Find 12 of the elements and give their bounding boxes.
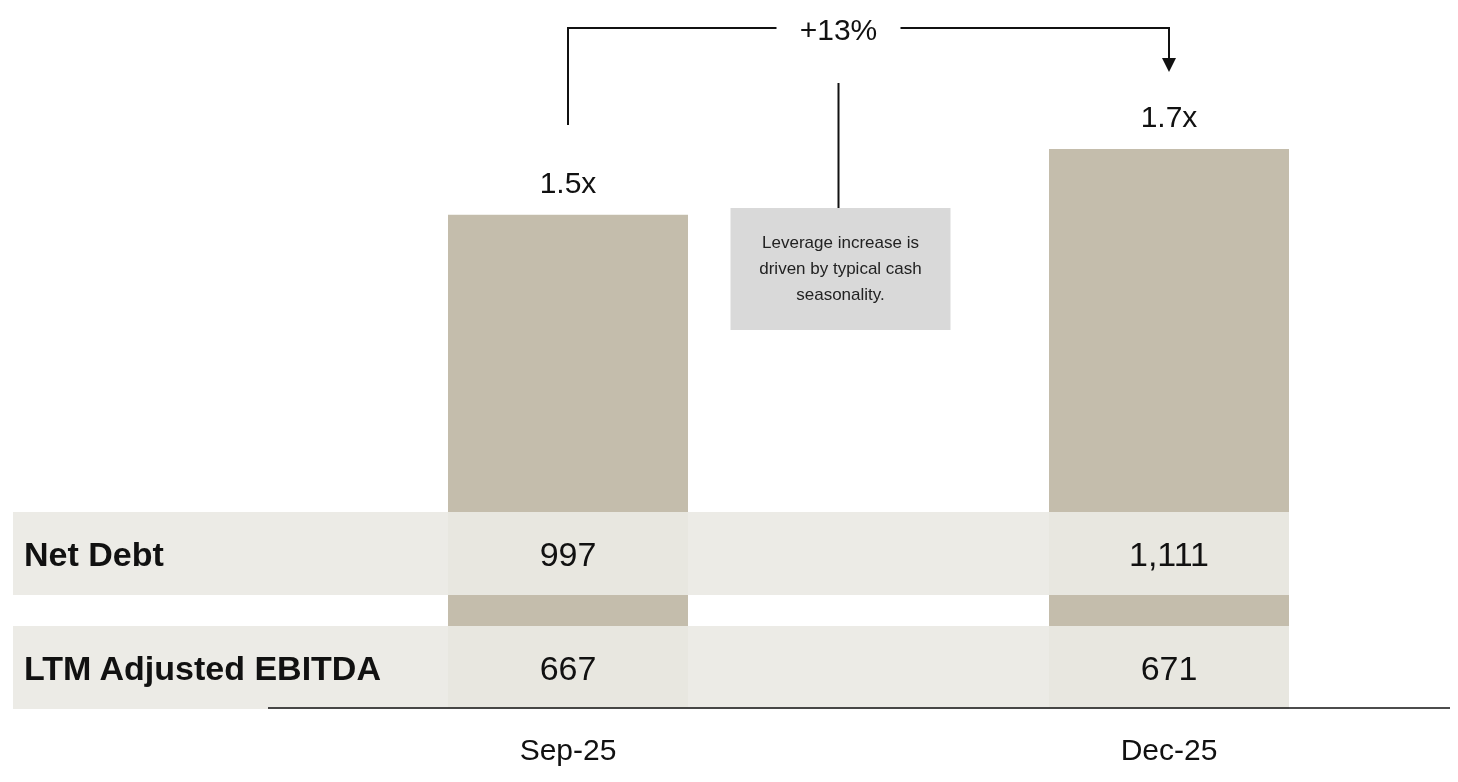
x-tick-label: Sep-25 — [519, 733, 617, 766]
annotation: 1,111 — [1128, 534, 1210, 573]
annotation: LTM Adjusted EBITDA — [24, 648, 381, 687]
text: +13% — [799, 13, 878, 46]
data-label: 1.5x — [539, 165, 597, 199]
annotation: Net Debt — [24, 534, 164, 573]
annotation: Leverage increase is driven by typical cash seasonality. — [759, 233, 922, 304]
annotation: 671 — [1140, 648, 1198, 687]
x-tick-label: Dec-25 — [1120, 733, 1218, 766]
annotation: 667 — [539, 648, 597, 687]
data-label: 1.7x — [1140, 100, 1198, 133]
annotation: 997 — [539, 534, 597, 573]
